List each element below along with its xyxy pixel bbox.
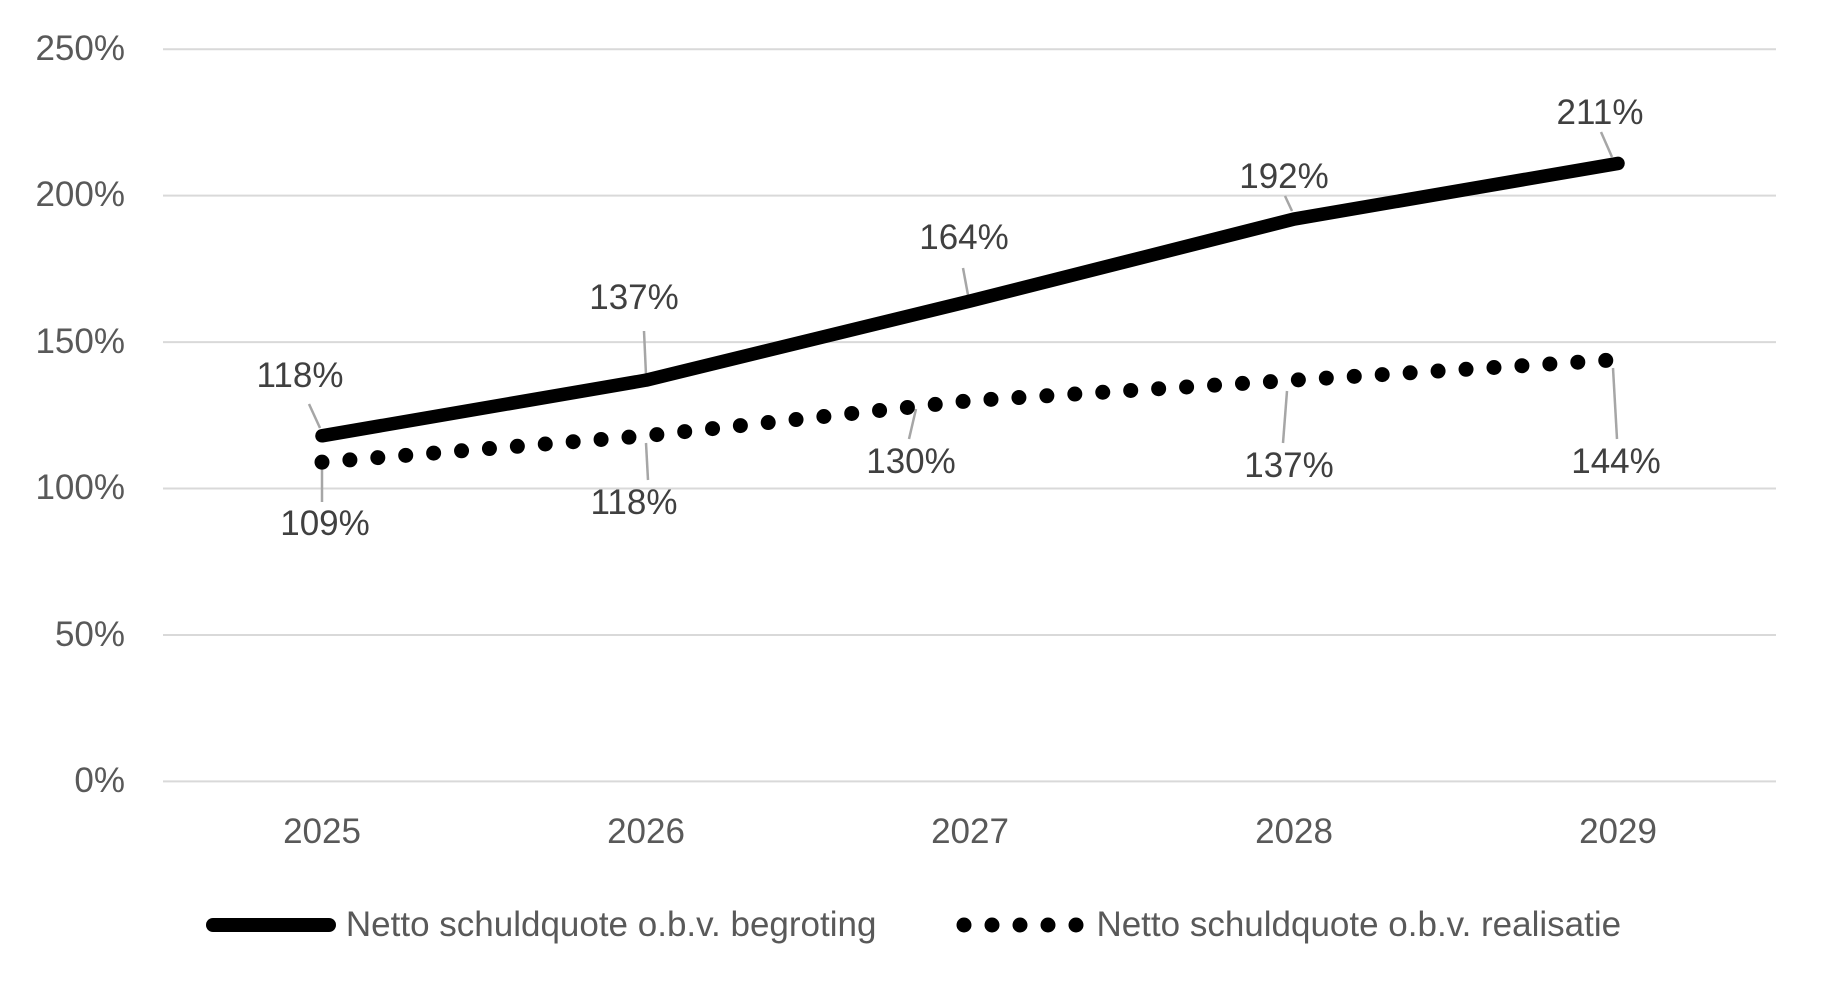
legend-label: Netto schuldquote o.b.v. begroting — [345, 905, 877, 944]
data-label-realisatie-2029: 144% — [1571, 442, 1661, 481]
data-label-leader-line — [1599, 131, 1614, 158]
dotted-line-swatch-icon — [956, 917, 1086, 933]
data-label-begroting-2028: 192% — [1239, 157, 1329, 196]
x-axis-tick: 2028 — [1255, 812, 1333, 851]
data-label-realisatie-2028: 137% — [1244, 446, 1334, 485]
data-label-leader-line — [644, 442, 650, 481]
legend: Netto schuldquote o.b.v. begroting Netto… — [0, 905, 1827, 945]
data-label-leader-line — [307, 403, 322, 429]
data-label-begroting-2026: 137% — [589, 278, 679, 317]
data-label-leader-line — [907, 408, 918, 440]
solid-line-swatch-icon — [205, 918, 336, 932]
legend-item-realisatie: Netto schuldquote o.b.v. realisatie — [956, 905, 1621, 945]
series-line-begroting-solid — [315, 156, 1625, 443]
y-axis-tick: 100% — [35, 468, 125, 507]
data-label-realisatie-2026: 118% — [590, 483, 678, 522]
data-label-begroting-2025: 118% — [256, 356, 344, 395]
y-axis-tick: 150% — [35, 322, 125, 361]
y-axis-tick: 250% — [35, 29, 125, 68]
data-label-realisatie-2027: 130% — [866, 442, 956, 481]
data-label-leader-line — [961, 267, 970, 296]
data-label-leader-line — [642, 330, 648, 376]
data-label-begroting-2029: 211% — [1556, 93, 1644, 132]
data-label-leader-line — [1281, 390, 1289, 444]
data-label-begroting-2027: 164% — [919, 218, 1009, 257]
data-label-realisatie-2025: 109% — [280, 504, 370, 543]
x-axis-tick: 2025 — [283, 812, 361, 851]
legend-item-begroting: Netto schuldquote o.b.v. begroting — [205, 905, 877, 945]
data-label-leader-line — [1283, 195, 1294, 212]
legend-label: Netto schuldquote o.b.v. realisatie — [1096, 905, 1622, 944]
x-axis-tick: 2026 — [607, 812, 685, 851]
x-axis-tick: 2029 — [1579, 812, 1657, 851]
y-axis-tick: 0% — [74, 761, 125, 800]
y-axis-tick: 200% — [35, 175, 125, 214]
x-axis-tick: 2027 — [931, 812, 1009, 851]
data-label-leader-line — [1611, 367, 1619, 440]
y-axis-tick: 50% — [54, 615, 125, 654]
series-line-realisatie-dotted — [314, 352, 1626, 470]
